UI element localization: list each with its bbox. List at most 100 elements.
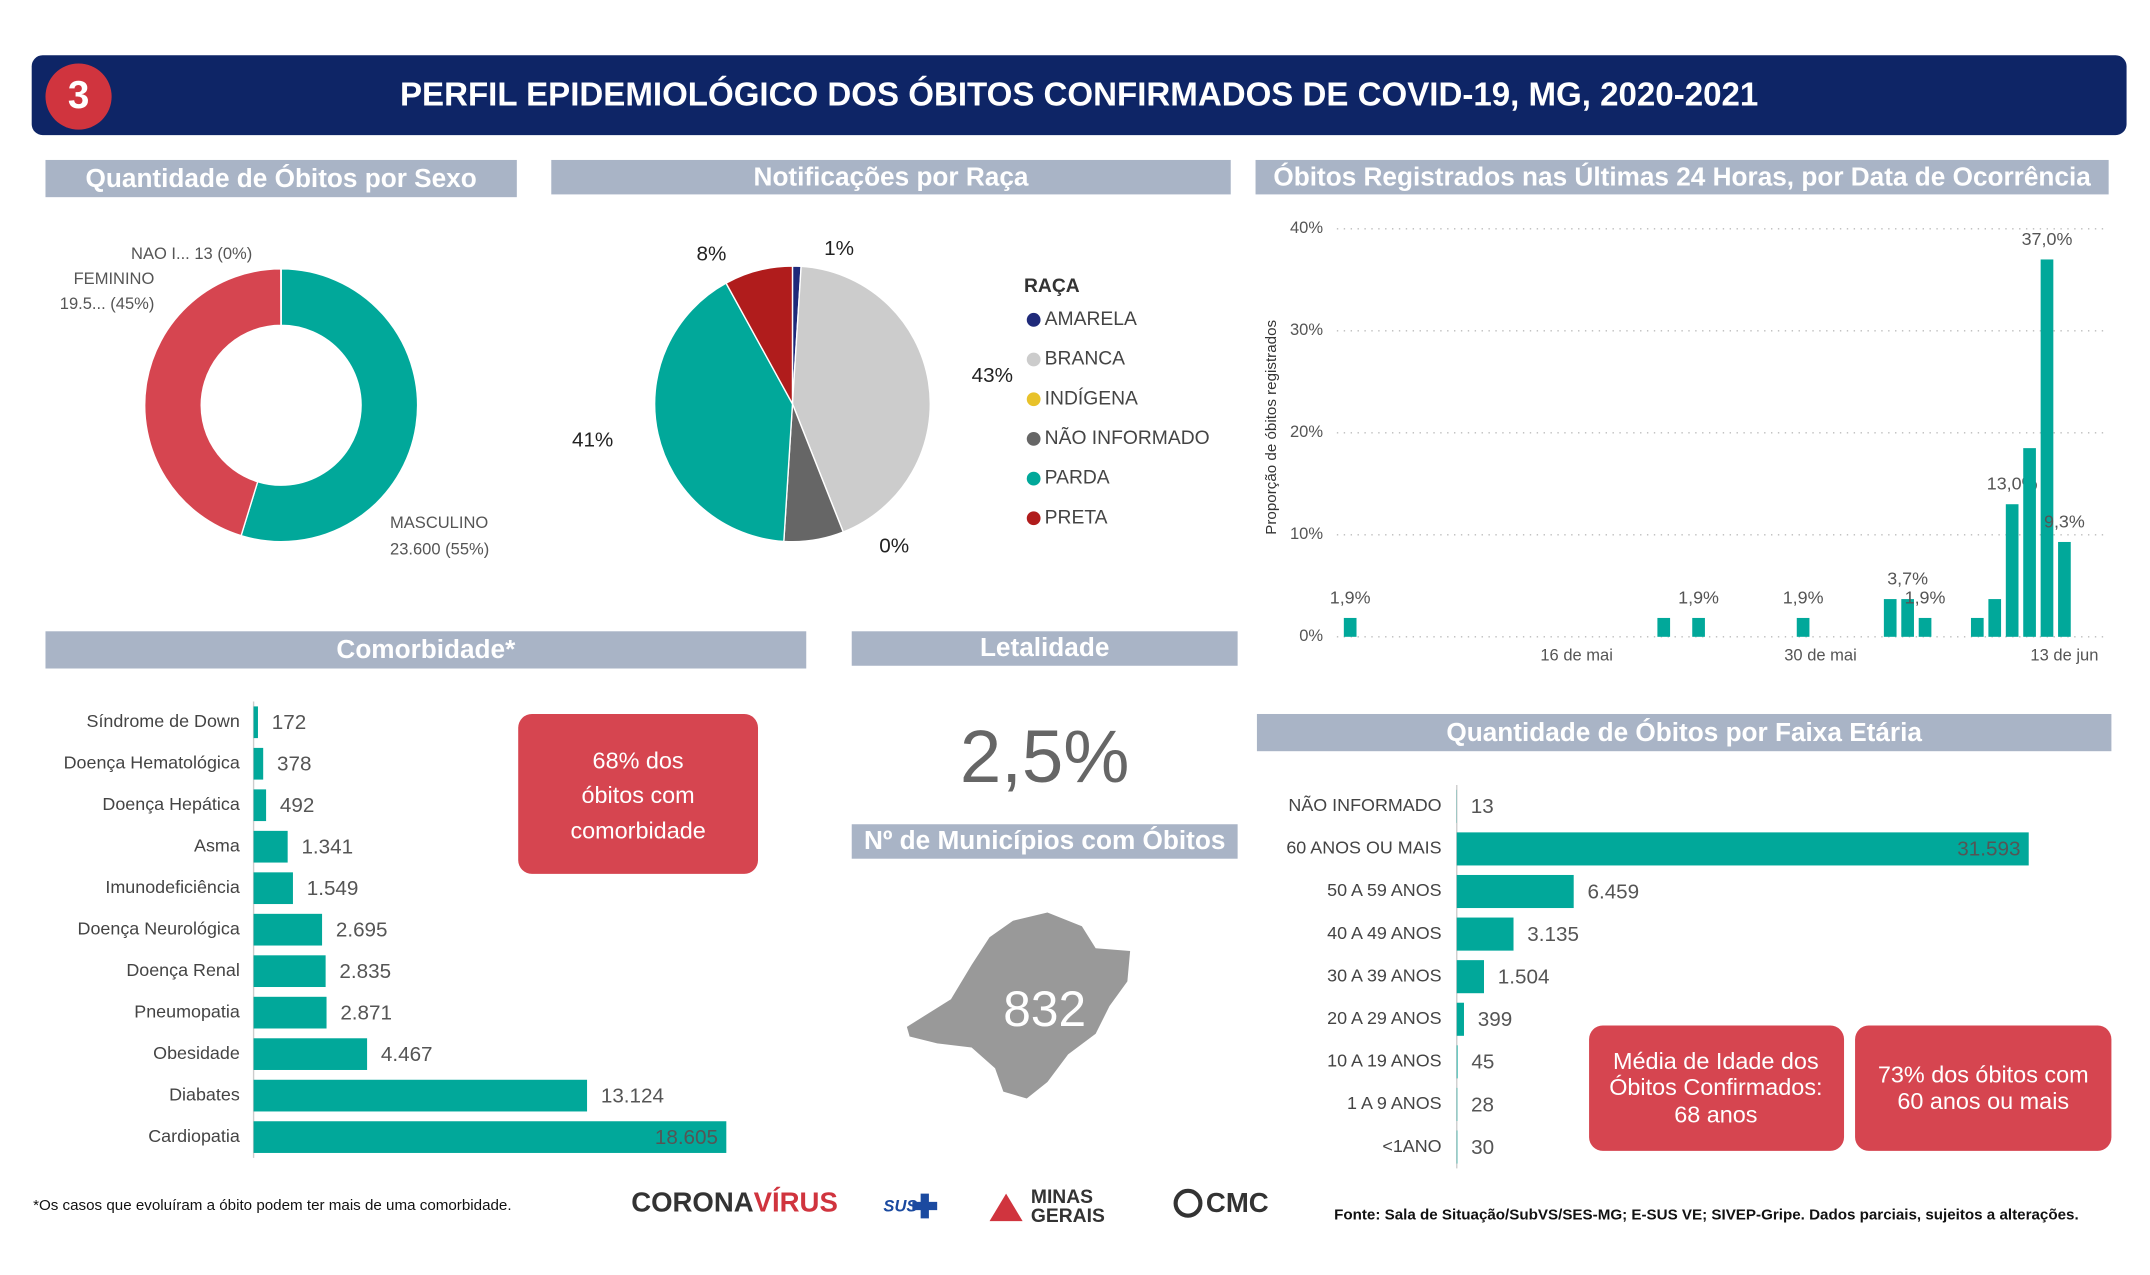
logo-text: CORONA [631,1187,754,1218]
bar [1343,617,1357,637]
value-label: 1,9% [1330,587,1371,607]
bar [253,955,326,988]
value-label: 13 [1471,795,1494,818]
value-label: 3,7% [1887,569,1928,589]
y-tick-label: 10% [1290,524,1323,543]
x-tick-label: 16 de mai [1540,645,1613,664]
value-label: 1.341 [301,836,353,859]
bar [1901,599,1914,637]
value-label: 45 [1471,1051,1494,1074]
slice-category: NAO I... [131,244,190,263]
kpi-value: 2,5% [960,715,1130,798]
slice-label: 1% [824,237,854,260]
logo-text: CMC [1206,1187,1269,1218]
state-map [906,912,1131,1099]
logo-text: VÍRUS [754,1187,838,1218]
bar [1796,617,1810,637]
value-label: 1,9% [1783,587,1824,607]
category-label: 20 A 29 ANOS [1327,1008,1442,1028]
logo-text: MINAS [1031,1187,1093,1208]
category-label: Doença Hepática [102,794,239,814]
slice-label: 8% [696,243,726,266]
kpi-value: 832 [1003,981,1086,1037]
value-label: 1,9% [1905,587,1946,607]
title-box [851,631,1238,666]
legend-label: PARDA [1045,468,1110,489]
slice-label: 43% [972,364,1013,387]
bar [1883,599,1897,637]
value-label: 18.605 [655,1126,718,1149]
bar [1918,617,1932,637]
legend-swatch [1026,432,1041,446]
value-label: 28 [1471,1093,1494,1116]
category-label: 1 A 9 ANOS [1347,1093,1442,1113]
note-line: Média de Idade dos [1613,1048,1819,1074]
slice [144,268,282,537]
header-title: PERFIL EPIDEMIOLÓGICO DOS ÓBITOS CONFIRM… [400,75,1758,113]
title-box [45,159,517,198]
title-box [1255,159,2109,195]
slice-category: MASCULINO [390,513,488,532]
kpi-title: Nº de Municípios com Óbitos [864,825,1225,855]
bar [1456,917,1514,951]
chart-title: Notificações por Raça [754,161,1029,191]
category-label: <1ANO [1382,1136,1441,1156]
x-tick-label: 30 de mai [1784,645,1857,664]
logo-corona: CORONAVÍRUS [631,1187,838,1218]
note-line: 68% dos [593,747,684,773]
header-number: 3 [68,74,89,117]
value-label: 31.593 [1957,838,2020,861]
legend-swatch [1026,471,1041,486]
bar [2023,448,2036,637]
bar [253,706,258,739]
value-label: 6.459 [1587,880,1639,903]
slice [240,268,419,543]
category-label: 40 A 49 ANOS [1327,923,1442,943]
value-label: 9,3% [2044,511,2085,531]
category-label: Doença Neurológica [78,918,240,938]
title-box [851,824,1238,859]
legend-label: PRETA [1045,507,1108,528]
value-label: 492 [280,794,314,817]
bar [1456,874,1574,909]
legend-label: INDÍGENA [1045,386,1138,409]
logo-sus: SUS [883,1197,917,1216]
value-label: 4.467 [381,1043,433,1066]
slice-label: 23.600 (55%) [390,539,489,558]
legend-swatch [1026,511,1041,526]
slice-label: 0% [879,535,909,558]
title-box [1256,713,2112,752]
chart-title: Óbitos Registrados nas Últimas 24 Horas,… [1273,161,2091,191]
category-label: 60 ANOS OU MAIS [1286,838,1441,858]
bar [253,872,293,905]
value-label: 172 [272,711,306,734]
value-label: 1,9% [1678,587,1719,607]
y-tick-label: 30% [1290,320,1323,339]
slice [725,265,794,405]
y-tick-label: 20% [1290,422,1323,441]
bar [2005,504,2019,637]
category-label: Imunodeficiência [105,877,239,897]
y-tick-label: 40% [1290,218,1323,237]
legend-title: RAÇA [1024,276,1080,297]
category-label: Diabates [169,1084,240,1104]
bar [2058,541,2071,637]
category-label: Cardiopatia [148,1126,240,1146]
value-label: 3.135 [1527,923,1579,946]
kpi-title: Letalidade [980,632,1109,662]
value-label: 378 [277,753,311,776]
value-label: 30 [1471,1136,1494,1159]
category-label: NÃO INFORMADO [1288,794,1441,815]
slice [653,282,794,543]
slice [791,265,931,533]
category-label: Pneumopatia [134,1001,240,1021]
logo-text: GERAIS [1031,1206,1105,1227]
bar [253,830,288,863]
bar [253,1038,368,1070]
note-line: Óbitos Confirmados: [1609,1074,1822,1100]
bar [1456,1087,1458,1121]
legend-swatch [1026,312,1041,327]
note-box [1855,1025,2112,1151]
title-box [551,159,1231,195]
